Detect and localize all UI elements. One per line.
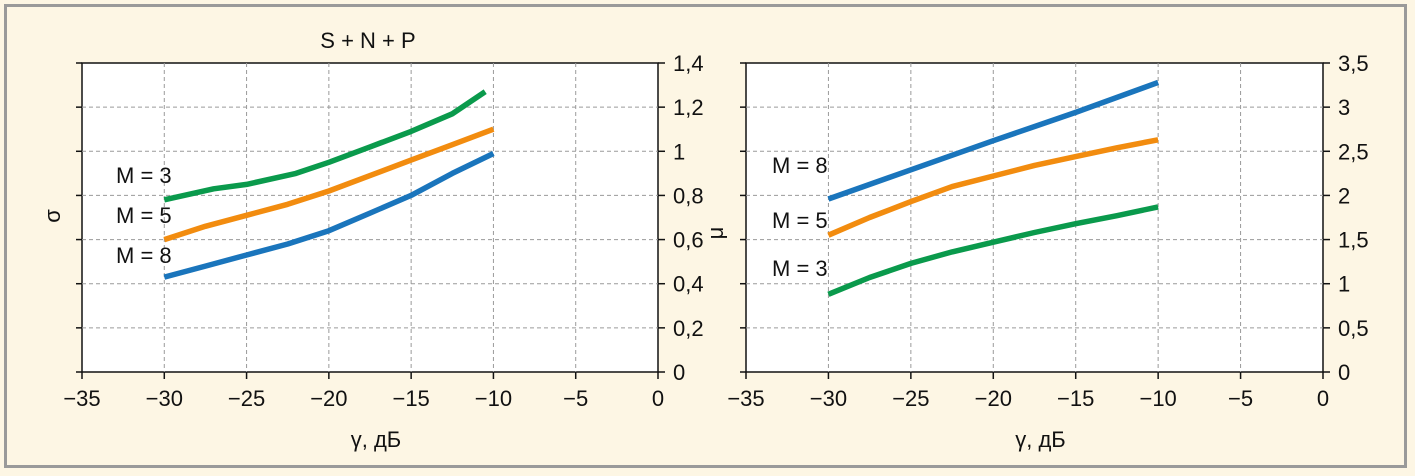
series-line-m3 xyxy=(163,89,487,203)
y-tick-label: 2 xyxy=(1338,183,1350,208)
y-tick-label: 1,4 xyxy=(673,51,704,76)
series-label: M = 8 xyxy=(116,243,172,268)
series-label: M = 8 xyxy=(772,153,828,178)
x-axis-label: γ, дБ xyxy=(1015,427,1066,452)
x-tick-label: −15 xyxy=(392,386,429,411)
x-tick-label: −30 xyxy=(146,386,183,411)
x-axis-label: γ, дБ xyxy=(351,427,402,452)
y-tick-label: 0,2 xyxy=(673,316,704,341)
plot-area xyxy=(745,62,1324,373)
series-line-m8 xyxy=(163,151,495,280)
y-tick-label: 0,6 xyxy=(673,228,704,253)
y-tick-label: 1 xyxy=(1338,272,1350,297)
plot-area xyxy=(81,62,659,373)
x-tick-label: −20 xyxy=(310,386,347,411)
x-tick-label: −25 xyxy=(228,386,265,411)
y-axis-label-left: σ xyxy=(40,209,65,223)
x-tick-label: −5 xyxy=(563,386,588,411)
y-tick-label: 1,5 xyxy=(1338,228,1369,253)
y-tick-label: 1,2 xyxy=(673,95,704,120)
x-tick-label: −35 xyxy=(727,386,764,411)
y-tick-label: 0,4 xyxy=(673,272,704,297)
series-line-m5 xyxy=(827,137,1159,238)
series-line-m8 xyxy=(827,79,1160,202)
x-tick-label: 0 xyxy=(652,386,664,411)
y-tick-label: 2,5 xyxy=(1338,139,1369,164)
series-label: M = 5 xyxy=(772,208,828,233)
series-line-m5 xyxy=(163,126,495,243)
x-tick-label: 0 xyxy=(1317,386,1329,411)
y-tick-label: 0,5 xyxy=(1338,316,1369,341)
x-tick-label: −25 xyxy=(892,386,929,411)
y-tick-label: 1 xyxy=(673,139,685,164)
x-tick-label: −20 xyxy=(975,386,1012,411)
series-line-m3 xyxy=(827,204,1159,297)
chart-title: S + N + P xyxy=(320,28,415,53)
y-tick-label: 0,8 xyxy=(673,183,704,208)
x-tick-label: −35 xyxy=(63,386,100,411)
series-label: M = 5 xyxy=(116,203,172,228)
y-axis-label-right: μ xyxy=(703,227,728,240)
x-tick-label: −15 xyxy=(1057,386,1094,411)
chart-right: −35 −30 −25 −20 −15 −10 −5 00 0,5 1 1,5 2 2,5 3 3,5 M =… xyxy=(727,51,1368,452)
y-tick-label: 0 xyxy=(1338,360,1350,385)
x-tick-label: −10 xyxy=(1139,386,1176,411)
y-tick-label: 0 xyxy=(673,360,685,385)
y-tick-label: 3,5 xyxy=(1338,51,1369,76)
x-tick-label: −30 xyxy=(810,386,847,411)
y-tick-label: 3 xyxy=(1338,95,1350,120)
series-label: M = 3 xyxy=(116,163,172,188)
x-tick-label: −10 xyxy=(475,386,512,411)
chart-left: −35 −30 −25 −20 −15 −10 −5 00 0,2 0,4 0,6 0,8 1 1,2 1,… xyxy=(40,28,728,452)
x-tick-label: −5 xyxy=(1228,386,1253,411)
series-label: M = 3 xyxy=(772,256,828,281)
